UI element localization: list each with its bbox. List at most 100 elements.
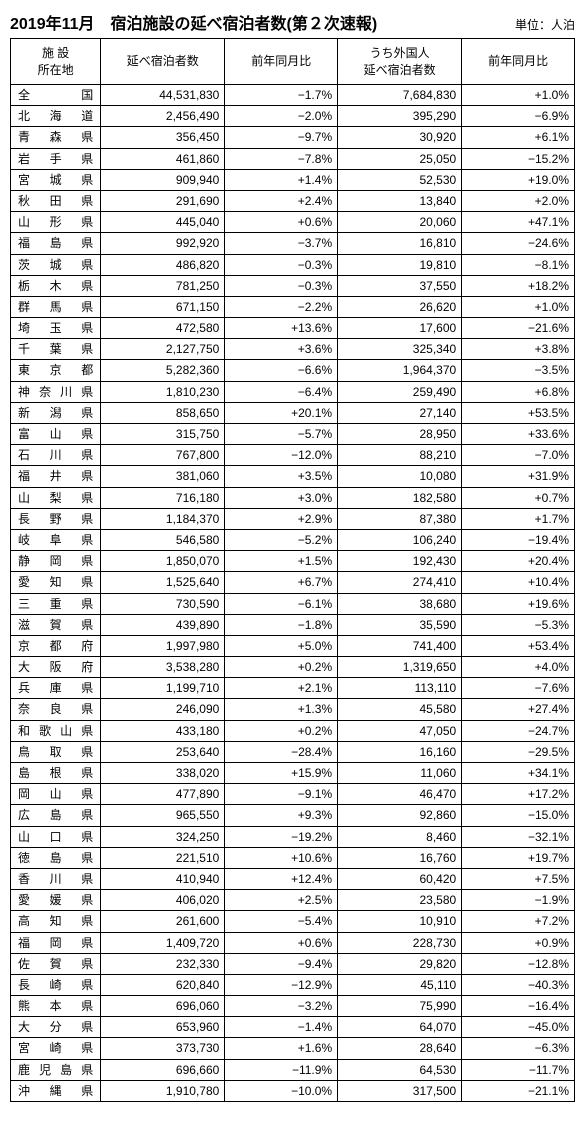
cell-yoy: +12.4%: [225, 868, 338, 889]
table-row: 京都府1,997,980+5.0%741,400+53.4%: [11, 635, 575, 656]
cell-foreign: 10,910: [338, 911, 462, 932]
table-row: 和歌山県433,180+0.2%47,050−24.7%: [11, 720, 575, 741]
cell-yoy: −3.7%: [225, 233, 338, 254]
cell-guests: 315,750: [101, 424, 225, 445]
cell-foreign: 17,600: [338, 318, 462, 339]
cell-foreign: 7,684,830: [338, 85, 462, 106]
table-body: 全国44,531,830−1.7%7,684,830+1.0%北海道2,456,…: [11, 85, 575, 1102]
cell-guests: 1,850,070: [101, 551, 225, 572]
cell-foreign: 8,460: [338, 826, 462, 847]
cell-location: 山梨県: [11, 487, 101, 508]
cell-foreign-yoy: −6.3%: [462, 1038, 575, 1059]
table-row: 山口県324,250−19.2%8,460−32.1%: [11, 826, 575, 847]
cell-guests: 965,550: [101, 805, 225, 826]
cell-yoy: +3.0%: [225, 487, 338, 508]
col-yoy: 前年同月比: [225, 39, 338, 85]
table-row: 山形県445,040+0.6%20,060+47.1%: [11, 212, 575, 233]
cell-location: 東京都: [11, 360, 101, 381]
cell-foreign-yoy: +53.4%: [462, 635, 575, 656]
cell-foreign-yoy: −6.9%: [462, 106, 575, 127]
cell-guests: 472,580: [101, 318, 225, 339]
cell-location: 富山県: [11, 424, 101, 445]
table-row: 長崎県620,840−12.9%45,110−40.3%: [11, 974, 575, 995]
page-title: 2019年11月 宿泊施設の延べ宿泊者数(第２次速報): [10, 10, 377, 34]
cell-guests: 461,860: [101, 148, 225, 169]
cell-foreign-yoy: −5.3%: [462, 614, 575, 635]
cell-guests: 767,800: [101, 445, 225, 466]
cell-guests: 373,730: [101, 1038, 225, 1059]
cell-foreign: 75,990: [338, 996, 462, 1017]
cell-guests: 546,580: [101, 529, 225, 550]
cell-yoy: −6.4%: [225, 381, 338, 402]
table-row: 徳島県221,510+10.6%16,760+19.7%: [11, 847, 575, 868]
cell-guests: 992,920: [101, 233, 225, 254]
cell-yoy: −3.2%: [225, 996, 338, 1017]
cell-guests: 781,250: [101, 275, 225, 296]
cell-foreign-yoy: −21.6%: [462, 318, 575, 339]
cell-location: 全国: [11, 85, 101, 106]
table-row: 奈良県246,090+1.3%45,580+27.4%: [11, 699, 575, 720]
table-row: 静岡県1,850,070+1.5%192,430+20.4%: [11, 551, 575, 572]
cell-foreign: 30,920: [338, 127, 462, 148]
cell-yoy: +3.5%: [225, 466, 338, 487]
cell-yoy: −28.4%: [225, 741, 338, 762]
cell-yoy: −2.0%: [225, 106, 338, 127]
cell-yoy: +15.9%: [225, 763, 338, 784]
cell-foreign-yoy: −32.1%: [462, 826, 575, 847]
cell-foreign-yoy: +3.8%: [462, 339, 575, 360]
table-row: 香川県410,940+12.4%60,420+7.5%: [11, 868, 575, 889]
cell-yoy: +6.7%: [225, 572, 338, 593]
cell-yoy: −9.7%: [225, 127, 338, 148]
cell-foreign: 88,210: [338, 445, 462, 466]
cell-foreign: 741,400: [338, 635, 462, 656]
cell-yoy: +9.3%: [225, 805, 338, 826]
cell-location: 三重県: [11, 593, 101, 614]
cell-yoy: −11.9%: [225, 1059, 338, 1080]
table-row: 新潟県858,650+20.1%27,140+53.5%: [11, 402, 575, 423]
cell-foreign: 113,110: [338, 678, 462, 699]
header-row: 2019年11月 宿泊施設の延べ宿泊者数(第２次速報) 単位：人泊: [10, 10, 575, 34]
cell-foreign-yoy: +20.4%: [462, 551, 575, 572]
cell-location: 福岡県: [11, 932, 101, 953]
cell-foreign-yoy: +2.0%: [462, 190, 575, 211]
cell-yoy: −9.1%: [225, 784, 338, 805]
cell-location: 宮崎県: [11, 1038, 101, 1059]
cell-foreign: 46,470: [338, 784, 462, 805]
cell-foreign-yoy: −40.3%: [462, 974, 575, 995]
cell-foreign-yoy: +0.9%: [462, 932, 575, 953]
col-location: 施 設所在地: [11, 39, 101, 85]
cell-foreign-yoy: +6.1%: [462, 127, 575, 148]
cell-foreign-yoy: +10.4%: [462, 572, 575, 593]
cell-guests: 253,640: [101, 741, 225, 762]
cell-guests: 858,650: [101, 402, 225, 423]
cell-guests: 1,810,230: [101, 381, 225, 402]
cell-foreign: 228,730: [338, 932, 462, 953]
cell-guests: 338,020: [101, 763, 225, 784]
cell-foreign-yoy: −8.1%: [462, 254, 575, 275]
table-row: 滋賀県439,890−1.8%35,590−5.3%: [11, 614, 575, 635]
cell-guests: 246,090: [101, 699, 225, 720]
cell-foreign: 182,580: [338, 487, 462, 508]
table-row: 石川県767,800−12.0%88,210−7.0%: [11, 445, 575, 466]
cell-location: 鹿児島県: [11, 1059, 101, 1080]
cell-foreign-yoy: −21.1%: [462, 1080, 575, 1101]
table-row: 埼玉県472,580+13.6%17,600−21.6%: [11, 318, 575, 339]
cell-yoy: +20.1%: [225, 402, 338, 423]
cell-foreign-yoy: −7.0%: [462, 445, 575, 466]
cell-foreign-yoy: −12.8%: [462, 953, 575, 974]
cell-foreign-yoy: −16.4%: [462, 996, 575, 1017]
cell-yoy: −7.8%: [225, 148, 338, 169]
cell-yoy: +1.3%: [225, 699, 338, 720]
cell-foreign-yoy: −15.0%: [462, 805, 575, 826]
cell-guests: 1,997,980: [101, 635, 225, 656]
cell-guests: 909,940: [101, 169, 225, 190]
table-row: 神奈川県1,810,230−6.4%259,490+6.8%: [11, 381, 575, 402]
table-row: 宮城県909,940+1.4%52,530+19.0%: [11, 169, 575, 190]
cell-yoy: −6.6%: [225, 360, 338, 381]
table-row: 富山県315,750−5.7%28,950+33.6%: [11, 424, 575, 445]
cell-location: 和歌山県: [11, 720, 101, 741]
cell-yoy: −1.4%: [225, 1017, 338, 1038]
cell-foreign: 19,810: [338, 254, 462, 275]
cell-foreign: 11,060: [338, 763, 462, 784]
table-row: 岐阜県546,580−5.2%106,240−19.4%: [11, 529, 575, 550]
